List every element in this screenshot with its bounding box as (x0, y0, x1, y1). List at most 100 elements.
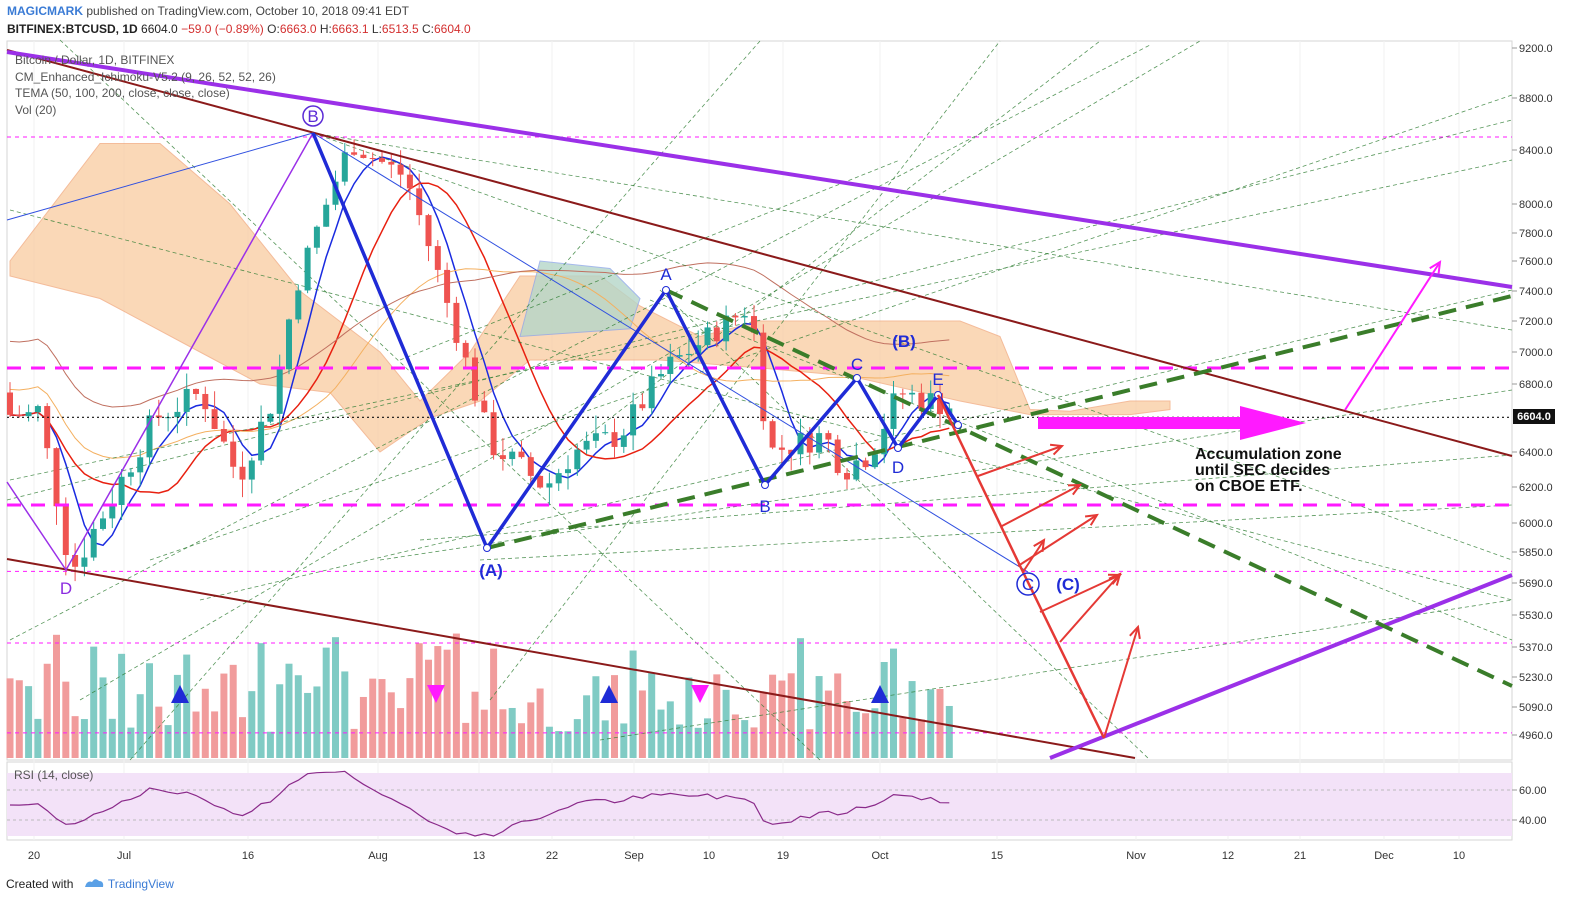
candle-body (806, 432, 813, 453)
legend-ichimoku[interactable]: CM_Enhanced_Ichimoku-V5.2 (9, 26, 52, 52… (15, 69, 276, 84)
price-badge (1513, 409, 1555, 424)
signal-triangle-down (427, 685, 445, 703)
x-tick-label: Sep (624, 850, 644, 862)
volume-bar (657, 709, 665, 758)
volume-bar (239, 717, 246, 758)
candle-body (100, 518, 106, 529)
volume-bar (294, 675, 302, 758)
candle-body (620, 435, 627, 447)
author-name[interactable]: MAGICMARK (7, 4, 83, 18)
candle-body (592, 433, 599, 441)
low-label: L: (371, 22, 382, 36)
green-channel-lower (486, 294, 1513, 550)
red-arrow (1022, 539, 1045, 573)
y-tick-label: 5530.0 (1519, 610, 1553, 622)
volume-bar (164, 725, 172, 758)
y-tick-label: 7400.0 (1519, 286, 1553, 298)
volume-bar (80, 719, 88, 758)
volume-bar (108, 718, 116, 758)
candle-body (146, 415, 153, 458)
candle-body (239, 466, 246, 480)
volume-bar (443, 649, 451, 758)
projection-path (936, 394, 1106, 739)
candle-body (648, 376, 655, 409)
candle-body (388, 161, 395, 165)
candle-body (304, 247, 311, 291)
legend-title[interactable]: Bitcoin / Dollar, 1D, BITFINEX (15, 53, 175, 67)
volume-bar (415, 643, 423, 758)
legend-vol[interactable]: Vol (20) (15, 102, 57, 117)
candle-body (751, 316, 757, 333)
label-c-paren: (C) (1056, 575, 1080, 594)
y-tick-label: 8400.0 (1519, 145, 1553, 157)
fan-line (529, 40, 1101, 481)
candle-body (881, 428, 888, 455)
fan-line (312, 132, 1513, 331)
purple-support (1049, 573, 1513, 760)
wave-node (761, 481, 769, 489)
volume-bar (229, 664, 237, 758)
volume-bar (90, 646, 98, 758)
volume-bar (53, 634, 60, 758)
y-tick-label: 5690.0 (1519, 578, 1553, 590)
high-value: 6663.1 (331, 22, 369, 36)
accumulation-arrow-body (1038, 417, 1243, 429)
volume-bar (927, 689, 935, 758)
rsi-legend[interactable]: RSI (14, close) (14, 768, 94, 782)
red-arrow-head (1033, 538, 1046, 553)
candle-body (90, 528, 97, 558)
candle-body (230, 441, 237, 467)
candle-body (332, 181, 339, 205)
tradingview-link[interactable]: TradingView (107, 877, 174, 891)
label-d-mid: D (892, 458, 904, 477)
y-tick-label: 5090.0 (1519, 702, 1553, 714)
red-arrow (1017, 514, 1098, 567)
fan-line (129, 40, 761, 761)
candle-body (499, 455, 506, 460)
label-a-top: A (660, 265, 672, 284)
red-arrow (977, 445, 1063, 477)
candle-body (602, 432, 609, 434)
footer: Created with TradingView (6, 877, 174, 892)
symbol[interactable]: BITFINEX:BTCUSD, 1D (7, 22, 138, 36)
x-tick-label: Nov (1126, 850, 1146, 862)
volume-bar (880, 662, 888, 758)
candle-body (7, 392, 13, 415)
volume-bar (638, 690, 646, 758)
volume-bar (536, 688, 544, 758)
candle-body (81, 557, 88, 567)
candle-body (546, 483, 553, 488)
candle-body (258, 421, 265, 461)
note-line-3: on CBOE ETF. (1195, 478, 1303, 495)
candle-body (667, 356, 674, 374)
candle-body (360, 154, 367, 159)
y-tick-label: 9200.0 (1519, 43, 1553, 55)
note-line-1: Accumulation zone (1195, 446, 1342, 463)
x-tick-label: 13 (473, 850, 485, 862)
publish-text: published on TradingView.com, October 10… (86, 4, 409, 18)
volume-bar (759, 692, 767, 758)
candle-body (937, 393, 943, 415)
volume-bar (945, 705, 953, 758)
y-tick-label: 5370.0 (1519, 642, 1553, 654)
candle-body (844, 472, 850, 480)
volume-bar (490, 648, 498, 758)
volume-bar (862, 713, 870, 758)
volume-bar (527, 702, 535, 758)
candle-body (769, 421, 776, 448)
volume-bar (350, 728, 358, 758)
volume-bar (155, 706, 163, 758)
volume-bar (676, 724, 684, 758)
x-tick-label: Dec (1374, 850, 1394, 862)
x-tick-label: 12 (1222, 850, 1234, 862)
close-value: 6604.0 (433, 22, 471, 36)
candle-body (193, 388, 199, 394)
publish-info: MAGICMARK published on TradingView.com, … (7, 4, 409, 18)
volume-bar (25, 686, 33, 758)
x-tick-label: 16 (242, 850, 254, 862)
y-tick-label: 7800.0 (1519, 228, 1553, 240)
legend-tema[interactable]: TEMA (50, 100, 200, close, close, close) (15, 86, 230, 100)
volume-bar (852, 711, 860, 758)
candle-body (565, 469, 571, 474)
